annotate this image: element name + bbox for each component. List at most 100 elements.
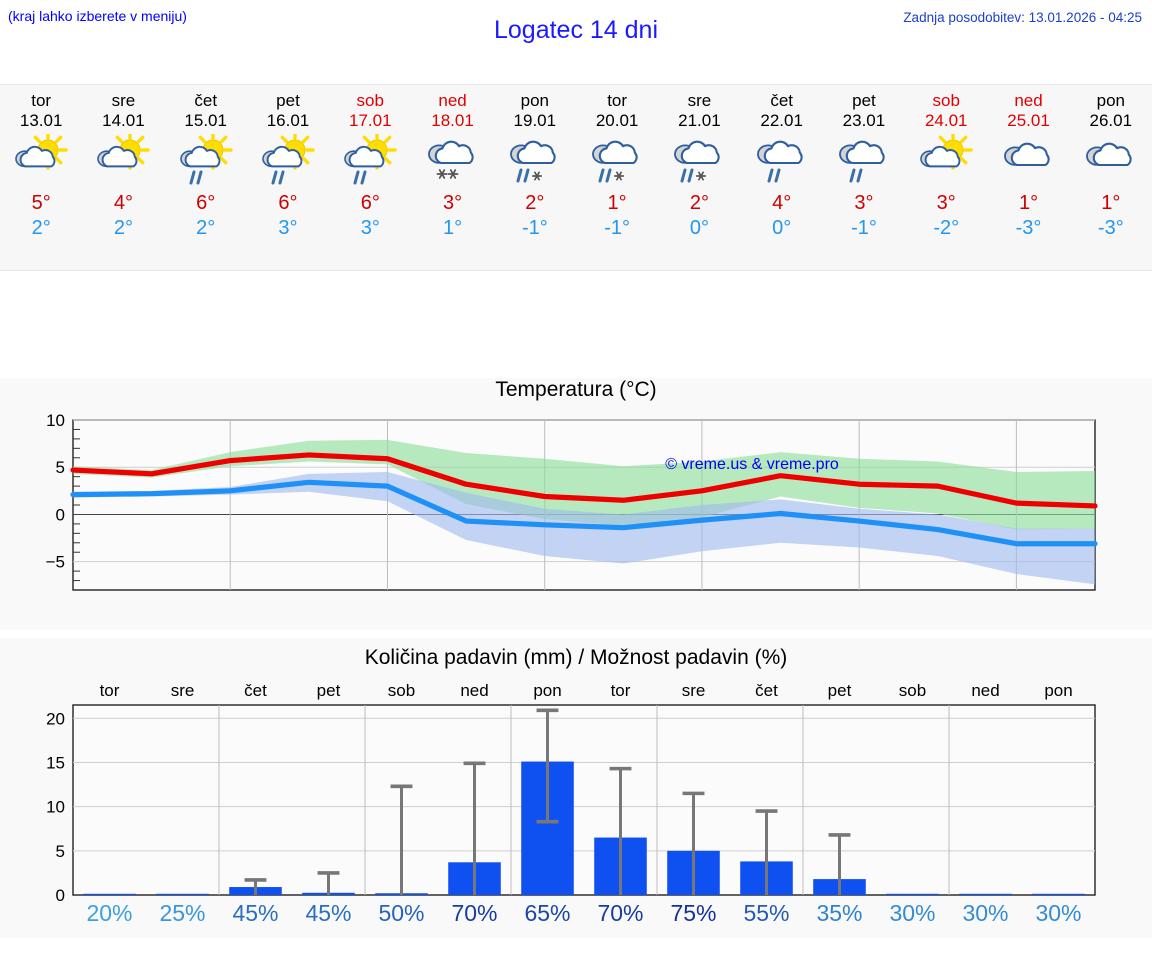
day-name: pet bbox=[276, 91, 300, 110]
temperature-chart: 10 5 0 −5 © vreme.us & vreme.pro bbox=[46, 411, 1098, 591]
day-temp-max: 1° bbox=[607, 192, 627, 214]
day-date: 13.01 bbox=[19, 111, 63, 130]
day-column[interactable]: čet 22.01 4° 0° bbox=[741, 85, 823, 270]
day-date: 21.01 bbox=[678, 111, 721, 130]
day-temp-min: 2° bbox=[113, 217, 133, 239]
day-column[interactable]: pon 19.01 2° -1° bbox=[494, 85, 576, 270]
svg-text:tor: tor bbox=[100, 681, 120, 700]
svg-text:tor: tor bbox=[611, 681, 631, 700]
day-name: tor bbox=[607, 91, 628, 110]
svg-text:sob: sob bbox=[388, 681, 415, 700]
day-name: sob bbox=[356, 91, 384, 110]
day-date: 19.01 bbox=[513, 111, 557, 130]
day-date: 23.01 bbox=[842, 111, 886, 130]
day-column[interactable]: čet 15.01 6° 2° bbox=[165, 85, 247, 270]
day-column[interactable]: sre 14.01 4° 2° bbox=[82, 85, 164, 270]
day-temp-max: 2° bbox=[525, 192, 545, 214]
day-temp-max: 1° bbox=[1018, 192, 1039, 214]
day-temp-max: 6° bbox=[360, 192, 380, 214]
svg-text:© vreme.us & vreme.pro: © vreme.us & vreme.pro bbox=[665, 456, 839, 473]
cloud-rain-icon bbox=[753, 133, 811, 189]
svg-text:5: 5 bbox=[56, 842, 65, 861]
day-name: ned bbox=[1014, 91, 1043, 110]
page-title: Logatec 14 dni bbox=[493, 16, 659, 44]
precipitation-probability: 30% bbox=[962, 900, 1009, 926]
cloud-icon bbox=[1000, 133, 1058, 189]
day-name: ned bbox=[438, 91, 467, 110]
svg-text:sre: sre bbox=[171, 681, 195, 700]
day-column[interactable]: tor 13.01 5° 2° bbox=[0, 85, 82, 270]
day-temp-max: 4° bbox=[772, 192, 792, 214]
precipitation-probability: 45% bbox=[305, 900, 352, 926]
day-temp-min: -3° bbox=[1015, 217, 1042, 239]
sun-cloud-rain-icon bbox=[177, 133, 235, 189]
svg-text:10: 10 bbox=[46, 411, 65, 430]
precipitation-probability: 45% bbox=[232, 900, 279, 926]
precipitation-probability: 65% bbox=[524, 900, 571, 926]
day-column[interactable]: pet 16.01 6° 3° bbox=[247, 85, 329, 270]
svg-text:ned: ned bbox=[971, 681, 999, 700]
last-updated-text: Zadnja posodobitev: 13.01.2026 - 04:25 bbox=[903, 10, 1142, 25]
sun-cloud-rain-icon bbox=[259, 133, 317, 189]
day-column[interactable]: sob 17.01 6° 3° bbox=[329, 85, 411, 270]
svg-text:15: 15 bbox=[46, 753, 65, 772]
day-temp-min: 2° bbox=[31, 217, 51, 239]
day-date: 14.01 bbox=[102, 111, 145, 130]
cloud-snow-icon bbox=[424, 133, 482, 189]
day-column[interactable]: pon 26.01 1° -3° bbox=[1070, 85, 1152, 270]
day-date: 20.01 bbox=[595, 111, 639, 130]
day-temp-min: 2° bbox=[196, 217, 216, 239]
cloud-sleet-icon bbox=[506, 133, 564, 189]
day-temp-max: 3° bbox=[854, 192, 874, 214]
day-name: tor bbox=[31, 91, 52, 110]
day-column[interactable]: ned 25.01 1° -3° bbox=[987, 85, 1069, 270]
cloud-sleet-icon bbox=[588, 133, 646, 189]
svg-text:čet: čet bbox=[244, 681, 267, 700]
day-date: 18.01 bbox=[431, 111, 474, 130]
day-column[interactable]: pet 23.01 3° -1° bbox=[823, 85, 905, 270]
svg-text:pet: pet bbox=[317, 681, 341, 700]
day-temp-min: 3° bbox=[360, 217, 380, 239]
precipitation-probability: 20% bbox=[86, 900, 133, 926]
day-temp-min: -3° bbox=[1097, 217, 1124, 239]
temperature-chart-title: Temperatura (°C) bbox=[495, 378, 657, 401]
day-name: čet bbox=[770, 91, 794, 110]
day-temp-max: 5° bbox=[31, 192, 51, 214]
day-name: čet bbox=[194, 91, 218, 110]
precipitation-chart-title: Količina padavin (mm) / Možnost padavin … bbox=[364, 646, 788, 669]
svg-text:sre: sre bbox=[682, 681, 706, 700]
day-temp-min: 3° bbox=[278, 217, 298, 239]
sun-cloud-rain-icon bbox=[341, 133, 399, 189]
day-column[interactable]: sob 24.01 3° -2° bbox=[905, 85, 987, 270]
precipitation-probability: 30% bbox=[889, 900, 936, 926]
day-name: sre bbox=[687, 91, 712, 110]
day-name: pet bbox=[852, 91, 876, 110]
day-date: 25.01 bbox=[1007, 111, 1050, 130]
day-name: sob bbox=[932, 91, 960, 110]
day-column[interactable]: tor 20.01 1° -1° bbox=[576, 85, 658, 270]
day-temp-max: 2° bbox=[689, 192, 709, 214]
precipitation-probability: 30% bbox=[1035, 900, 1082, 926]
precipitation-probability: 70% bbox=[597, 900, 644, 926]
svg-text:čet: čet bbox=[755, 681, 778, 700]
svg-text:ned: ned bbox=[460, 681, 488, 700]
day-name: pon bbox=[1096, 91, 1125, 110]
svg-text:20: 20 bbox=[46, 709, 65, 728]
day-date: 15.01 bbox=[184, 111, 227, 130]
day-temp-max: 3° bbox=[936, 192, 956, 214]
cloud-rain-icon bbox=[835, 133, 893, 189]
svg-text:0: 0 bbox=[56, 886, 65, 905]
precipitation-probability: 70% bbox=[451, 900, 498, 926]
day-temp-max: 6° bbox=[278, 192, 298, 214]
svg-text:sob: sob bbox=[899, 681, 926, 700]
svg-text:0: 0 bbox=[56, 505, 65, 524]
sun-cloud-icon bbox=[12, 133, 70, 189]
day-date: 26.01 bbox=[1089, 111, 1133, 130]
day-column[interactable]: ned 18.01 3° 1° bbox=[411, 85, 493, 270]
day-temp-max: 6° bbox=[196, 192, 216, 214]
svg-text:pon: pon bbox=[1044, 681, 1072, 700]
svg-text:pet: pet bbox=[828, 681, 852, 700]
precipitation-chart-block: Količina padavin (mm) / Možnost padavin … bbox=[0, 638, 1152, 938]
precipitation-probability: 35% bbox=[816, 900, 863, 926]
day-column[interactable]: sre 21.01 2° 0° bbox=[658, 85, 740, 270]
